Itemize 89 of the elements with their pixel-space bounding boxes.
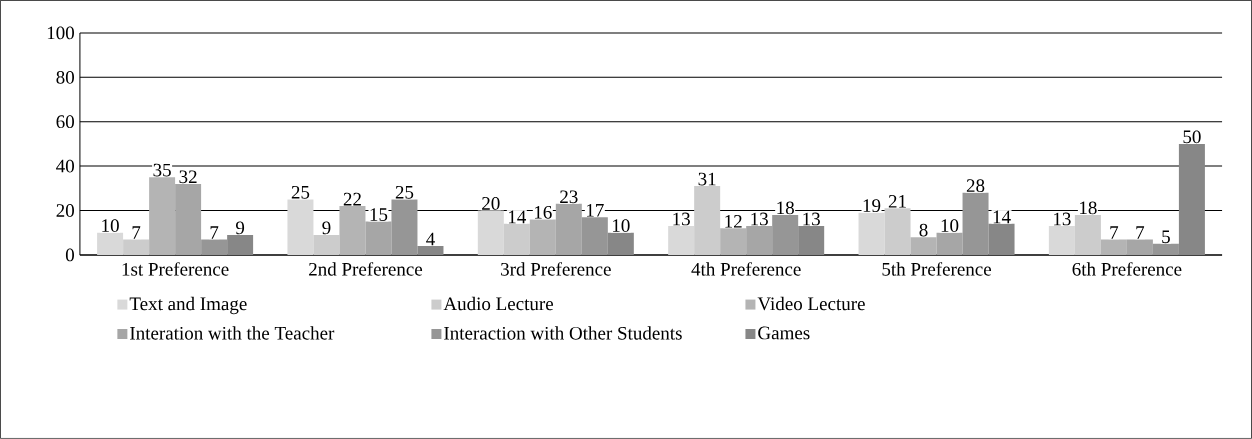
data-label: 13 xyxy=(1054,212,1071,226)
data-label: 32 xyxy=(179,170,197,184)
data-label: 25 xyxy=(291,186,310,199)
bar xyxy=(1048,226,1075,255)
bar xyxy=(227,235,254,255)
bar xyxy=(339,206,366,255)
bar xyxy=(858,212,885,255)
data-label: 10 xyxy=(941,219,959,233)
data-label: 10 xyxy=(613,219,630,233)
data-label: 25 xyxy=(395,186,414,199)
legend-label: Audio Lecture xyxy=(443,296,554,311)
bar xyxy=(201,239,228,255)
data-label: 13 xyxy=(803,212,820,226)
x-tick-label: 1st Preference xyxy=(122,262,229,276)
legend-label: Games xyxy=(758,326,810,340)
data-label: 7 xyxy=(132,226,141,239)
bar xyxy=(772,215,799,255)
bar xyxy=(417,246,444,255)
data-label: 19 xyxy=(863,199,881,213)
data-label: 18 xyxy=(1080,201,1097,215)
data-label: 12 xyxy=(725,215,742,228)
bar xyxy=(313,235,340,255)
bar xyxy=(607,232,634,255)
data-label: 21 xyxy=(888,195,906,208)
data-label: 14 xyxy=(993,210,1011,224)
data-label: 16 xyxy=(534,206,552,219)
data-label: 23 xyxy=(560,190,578,204)
data-label: 8 xyxy=(919,223,928,237)
bar xyxy=(555,203,582,255)
bar xyxy=(668,226,695,255)
legend-label: Interation with the Teacher xyxy=(130,326,335,340)
bar xyxy=(1126,239,1153,255)
x-tick-label: 6th Preference xyxy=(1072,262,1182,276)
y-tick-label: 80 xyxy=(56,70,74,84)
x-tick-label: 4th Preference xyxy=(691,262,801,276)
y-tick-label: 20 xyxy=(56,204,74,217)
data-label: 9 xyxy=(322,221,331,235)
y-tick-label: 0 xyxy=(65,248,74,262)
bar xyxy=(694,186,721,255)
data-label: 7 xyxy=(1110,226,1119,239)
x-tick-label: 3rd Preference xyxy=(501,262,611,276)
legend-label: Interaction with Other Students xyxy=(444,326,682,340)
bar xyxy=(175,183,202,255)
bar xyxy=(287,199,314,255)
y-tick-label: 60 xyxy=(56,115,74,129)
bar xyxy=(1178,143,1205,255)
data-label: 13 xyxy=(673,212,690,226)
data-label: 22 xyxy=(343,192,361,206)
data-label: 28 xyxy=(966,179,985,193)
legend-label: Video Lecture xyxy=(757,296,865,311)
data-label: 31 xyxy=(698,172,716,186)
bar xyxy=(581,217,608,255)
data-label: 7 xyxy=(210,226,219,239)
bar xyxy=(391,199,418,255)
bar xyxy=(884,208,911,255)
bar xyxy=(988,223,1015,255)
bar xyxy=(477,210,504,255)
data-label: 50 xyxy=(1183,130,1201,144)
data-label: 17 xyxy=(586,204,604,217)
data-label: 5 xyxy=(1162,230,1170,244)
bar xyxy=(798,226,825,255)
data-label: 18 xyxy=(777,201,794,215)
data-label: 14 xyxy=(508,210,527,224)
bar xyxy=(149,177,176,255)
bar xyxy=(503,223,530,255)
bar xyxy=(123,239,150,255)
bar xyxy=(720,228,747,255)
bar xyxy=(962,192,989,255)
data-label: 20 xyxy=(482,197,500,210)
y-tick-label: 100 xyxy=(47,26,74,40)
bar xyxy=(1100,239,1127,255)
bar xyxy=(910,237,937,255)
x-tick-label: 5th Preference xyxy=(882,262,992,276)
y-tick-label: 40 xyxy=(56,159,74,173)
data-label: 15 xyxy=(370,208,388,221)
x-tick-label: 2nd Preference xyxy=(309,262,423,276)
bar xyxy=(1152,243,1179,255)
data-label: 9 xyxy=(235,221,245,235)
bar xyxy=(746,226,773,255)
bar xyxy=(936,232,963,255)
bar xyxy=(97,232,124,255)
data-label: 10 xyxy=(102,219,119,233)
data-label: 13 xyxy=(751,212,768,226)
data-label: 7 xyxy=(1136,226,1145,239)
bar xyxy=(1074,215,1101,255)
data-label: 4 xyxy=(426,232,435,246)
data-label: 35 xyxy=(153,163,171,177)
legend-label: Text and Image xyxy=(129,296,247,315)
bar xyxy=(365,221,392,255)
